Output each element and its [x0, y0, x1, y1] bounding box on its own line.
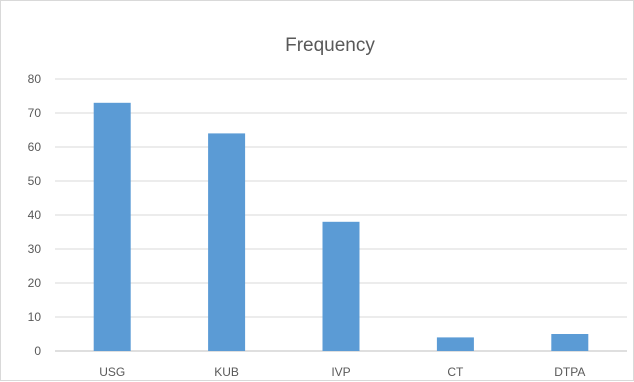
chart-title: Frequency	[285, 35, 375, 56]
bar-kub	[208, 133, 246, 351]
x-tick-label-ivp: IVP	[331, 365, 350, 379]
y-tick-label-10: 10	[28, 310, 42, 324]
bar-dtpa	[551, 334, 589, 351]
x-axis-tick-labels: USG KUB IVP CT DTPA	[99, 365, 585, 379]
y-tick-label-20: 20	[28, 276, 42, 290]
bars	[93, 102, 589, 351]
y-tick-label-30: 30	[28, 242, 42, 256]
y-axis-tick-labels: 0 10 20 30 40 50 60 70 80	[28, 72, 42, 358]
x-tick-label-usg: USG	[99, 365, 125, 379]
x-tick-label-ct: CT	[447, 365, 464, 379]
y-tick-label-50: 50	[28, 174, 42, 188]
y-tick-label-80: 80	[28, 72, 42, 86]
bar-usg	[93, 102, 131, 351]
x-tick-label-dtpa: DTPA	[554, 365, 585, 379]
x-tick-label-kub: KUB	[214, 365, 239, 379]
y-tick-label-70: 70	[28, 106, 42, 120]
y-tick-label-60: 60	[28, 140, 42, 154]
y-tick-label-40: 40	[28, 208, 42, 222]
bar-ivp	[322, 221, 360, 351]
gridlines	[55, 78, 627, 352]
bar-ct	[436, 337, 474, 351]
y-tick-label-0: 0	[34, 344, 41, 358]
